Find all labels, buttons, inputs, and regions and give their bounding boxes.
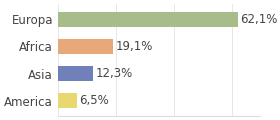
Bar [58,12,238,27]
Text: 12,3%: 12,3% [96,67,133,80]
Text: 62,1%: 62,1% [240,13,277,26]
Text: 19,1%: 19,1% [115,40,153,53]
Bar [58,39,113,54]
Bar [58,66,94,81]
Text: 6,5%: 6,5% [79,94,109,107]
Bar [58,93,77,108]
